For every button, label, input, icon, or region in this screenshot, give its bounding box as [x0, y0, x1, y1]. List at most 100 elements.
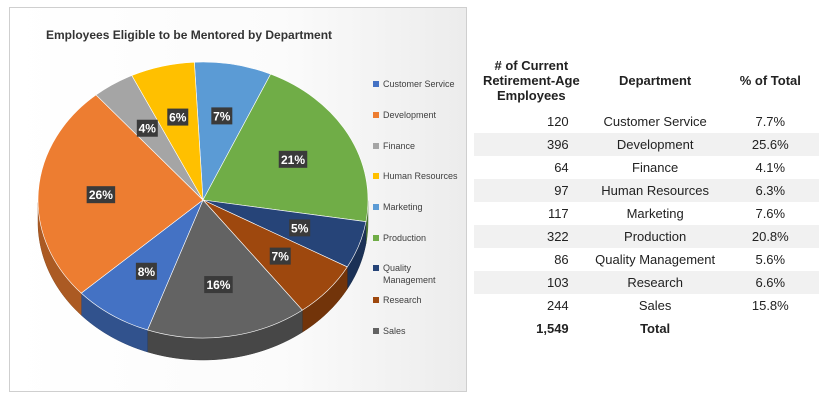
cell-department: Development: [588, 133, 722, 156]
header-count-line1: # of Current: [494, 57, 569, 73]
legend-label: Finance: [383, 141, 416, 151]
pie-top: [37, 61, 369, 339]
legend-label: Research: [383, 295, 422, 305]
pie-data-label-text: 5%: [291, 221, 309, 235]
cell-count: 322: [474, 225, 589, 248]
cell-count: 244: [546, 298, 569, 313]
legend-label: Development: [383, 110, 437, 120]
legend-swatch: [373, 265, 379, 271]
pie-data-label: 8%: [135, 262, 157, 280]
legend-item: Sales: [373, 325, 465, 337]
cell-department: Research: [588, 271, 722, 294]
legend-swatch: [373, 81, 379, 87]
legend-item: Human Resources: [373, 170, 465, 182]
pie-data-label-box: [136, 119, 158, 137]
legend-label: Quality Management: [383, 263, 436, 285]
legend-item: Finance: [373, 140, 465, 152]
cell-count: 117: [547, 206, 569, 221]
pie-chart: 7% 21% 5% 7% 16% 8% 26% 4% 6%: [37, 61, 369, 361]
table-row: 86 Quality Management 5.6%: [474, 248, 819, 271]
pie-data-label-box: [278, 150, 308, 168]
pie-slice-production: [202, 73, 369, 222]
legend-swatch: [373, 297, 379, 303]
cell-department: Production: [588, 225, 722, 248]
pie-data-label: 16%: [204, 276, 233, 294]
cell-department: Sales: [638, 298, 672, 313]
pie-data-label: 4%: [136, 119, 158, 137]
table-row: 396 Development 25.6%: [474, 133, 819, 156]
legend-swatch: [373, 112, 379, 118]
legend-label: Human Resources: [383, 171, 458, 181]
table-row: 322 Production 20.8%: [474, 225, 819, 248]
cell-pct: 15.8%: [751, 298, 789, 313]
data-table: # of Current Retirement-Age Employees De…: [474, 50, 819, 340]
table-total-row: 1,549 Total: [474, 317, 819, 340]
chart-title: Employees Eligible to be Mentored by Dep…: [46, 28, 333, 42]
legend-swatch: [373, 235, 379, 241]
pie-data-label-text: 7%: [213, 109, 231, 123]
pie-slice-human-resources: [131, 61, 204, 201]
legend-item: Development: [373, 109, 465, 121]
data-table-container: # of Current Retirement-Age Employees De…: [474, 50, 819, 340]
legend-swatch: [373, 204, 379, 210]
legend-label: Customer Service: [383, 79, 455, 89]
legend-swatch: [373, 143, 379, 149]
pie-data-label-box: [204, 276, 233, 294]
pie-labels: 7% 21% 5% 7% 16% 8% 26% 4% 6%: [86, 107, 311, 294]
pie-data-label-box: [167, 108, 189, 126]
pie-data-label-box: [269, 247, 291, 265]
pie-data-label-text: 8%: [138, 265, 156, 279]
cell-department: Quality Management: [595, 252, 716, 267]
header-pct: % of Total: [739, 72, 801, 88]
chart-panel: Employees Eligible to be Mentored by Dep…: [9, 7, 467, 392]
cell-count: 86: [554, 252, 569, 267]
pie-sides: [37, 200, 369, 361]
legend-item: Production: [373, 232, 465, 244]
cell-count: 103: [474, 271, 589, 294]
pie-data-label-box: [211, 107, 233, 125]
legend-swatch: [373, 328, 379, 334]
cell-pct: 7.6%: [755, 206, 786, 221]
cell-pct: 25.6%: [721, 133, 819, 156]
table-header-row: # of Current Retirement-Age Employees De…: [474, 50, 819, 110]
table-row: 97 Human Resources 6.3%: [474, 179, 819, 202]
cell-pct: 7.7%: [755, 114, 786, 129]
pie-slice-development: [37, 94, 204, 294]
header-department: Department: [619, 72, 692, 88]
cell-pct: 5.6%: [755, 252, 786, 267]
cell-pct: 20.8%: [721, 225, 819, 248]
cell-count: 97: [474, 179, 589, 202]
pie-data-label-box: [289, 219, 311, 237]
total-label: Total: [640, 321, 671, 336]
header-count: # of Current Retirement-Age Employees: [474, 50, 589, 110]
pie-data-label: 5%: [289, 219, 311, 237]
cell-department: Finance: [632, 160, 679, 175]
table-row: 103 Research 6.6%: [474, 271, 819, 294]
header-count-line2: Retirement-Age: [482, 72, 580, 88]
legend-label: Sales: [383, 326, 406, 336]
pie-data-label: 7%: [211, 107, 233, 125]
cell-count: 120: [546, 114, 569, 129]
cell-department: Human Resources: [588, 179, 722, 202]
pie-data-label-text: 21%: [281, 153, 305, 167]
cell-count: 64: [554, 160, 569, 175]
pie-data-label-box: [135, 262, 157, 280]
cell-department: Customer Service: [603, 114, 707, 129]
pie-data-label-text: 16%: [206, 278, 230, 292]
pie-data-label: 21%: [278, 150, 308, 168]
total-pct-empty: [722, 317, 819, 340]
cell-pct: 4.1%: [755, 160, 786, 175]
pie-data-label-text: 7%: [272, 250, 290, 264]
legend-label: Production: [383, 233, 427, 243]
total-count: 1,549: [536, 321, 569, 336]
pie-data-label-text: 4%: [139, 122, 157, 136]
cell-pct: 6.6%: [721, 271, 819, 294]
cell-department: Marketing: [626, 206, 684, 221]
table-row: 117 Marketing 7.6%: [474, 202, 819, 225]
pie-data-label-box: [86, 186, 116, 204]
cell-pct: 6.3%: [721, 179, 819, 202]
legend-item: Research: [373, 294, 465, 306]
table-row: 244 Sales 15.8%: [474, 294, 819, 317]
cell-count: 396: [474, 133, 589, 156]
header-count-line3: Employees: [497, 87, 566, 103]
